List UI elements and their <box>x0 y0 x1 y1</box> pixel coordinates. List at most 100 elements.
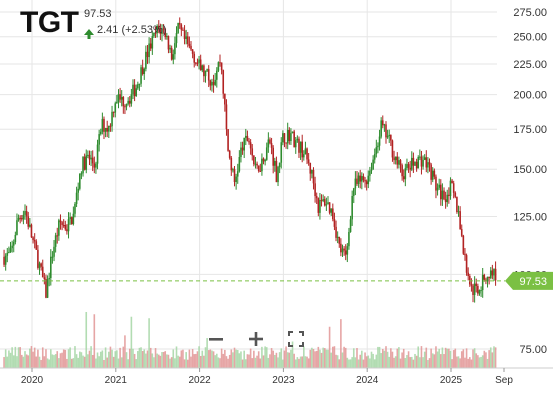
volume-bar <box>323 348 326 368</box>
volume-bar <box>259 358 262 368</box>
volume-bar <box>98 356 100 368</box>
volume-bar <box>311 347 313 368</box>
volume-bar <box>483 350 486 368</box>
volume-bar <box>261 346 263 368</box>
zoom-in-button[interactable] <box>243 326 269 352</box>
y-tick-label: 175.00 <box>513 124 547 136</box>
volume-bar <box>317 346 320 368</box>
volume-bar <box>244 359 247 368</box>
candle-body <box>193 53 196 63</box>
volume-bar <box>407 351 410 368</box>
candle-body <box>253 155 255 165</box>
volume-bar <box>53 355 55 368</box>
x-tick-label: 2022 <box>188 375 211 386</box>
zoom-out-button[interactable] <box>203 326 229 352</box>
candle-body <box>209 80 212 86</box>
x-axis: 2020 2021 2022 2023 2024 2025 Sep <box>0 367 553 386</box>
candle-body <box>178 22 181 25</box>
volume-bar <box>116 350 118 368</box>
candle-body <box>286 129 289 144</box>
fullscreen-button[interactable] <box>283 326 309 352</box>
candle-body <box>472 285 474 296</box>
candle-body <box>77 188 79 193</box>
volume-bar <box>128 348 131 368</box>
volume-bar <box>393 357 395 368</box>
volume-bar <box>132 348 134 368</box>
volume-bar <box>436 351 439 368</box>
candle-body <box>80 173 83 175</box>
candle-body <box>296 138 299 141</box>
candle-body <box>128 100 131 104</box>
candle-body <box>241 147 244 151</box>
volume-bar <box>254 357 257 368</box>
volume-bar <box>103 359 105 368</box>
volume-bar <box>138 347 141 368</box>
y-tick-label: 225.00 <box>513 59 547 71</box>
candle-body <box>62 224 65 226</box>
volume-bar <box>19 347 21 368</box>
volume-bar <box>91 354 94 368</box>
volume-bar <box>356 348 358 368</box>
candle-body <box>361 176 363 182</box>
candle-body <box>274 160 276 166</box>
candle-body <box>267 139 270 148</box>
volume-bar <box>280 348 283 368</box>
candle-body <box>309 163 312 174</box>
candle-body <box>235 176 237 183</box>
candle-body <box>12 242 15 246</box>
volume-bar <box>351 357 353 368</box>
candle-body <box>328 202 331 213</box>
candle-body <box>278 162 281 168</box>
candle-body <box>22 214 25 220</box>
candle-body <box>90 157 92 160</box>
candle-body <box>198 59 200 63</box>
candle-body <box>117 94 120 102</box>
candle-body <box>30 224 33 238</box>
volume-bar <box>41 347 44 368</box>
candle-body <box>256 163 258 166</box>
volume-bar <box>344 347 347 368</box>
candle-body <box>493 268 495 276</box>
volume-bar <box>225 356 228 368</box>
candle-body <box>372 159 374 170</box>
last-price-line: 97.53 <box>0 271 553 290</box>
candle-body <box>323 199 326 206</box>
volume-bar <box>332 346 334 368</box>
candle-body <box>145 51 147 69</box>
volume-bar <box>448 348 450 368</box>
candle-body <box>156 25 158 34</box>
candle-body <box>137 84 139 89</box>
candle-body <box>238 157 241 172</box>
volume-bar <box>398 347 400 368</box>
volume-bar <box>470 359 473 368</box>
last-price-tag <box>505 271 553 290</box>
volume-bar <box>80 352 83 368</box>
candle-body <box>146 51 149 58</box>
candle-body <box>332 208 334 220</box>
volume-bar <box>359 354 362 368</box>
candle-body <box>269 139 271 144</box>
candle-body <box>261 158 263 172</box>
volume-bar <box>336 355 339 368</box>
volume-bar <box>341 352 344 368</box>
volume-bar <box>67 349 70 368</box>
candle-body <box>203 65 205 77</box>
volume-bar <box>72 358 75 368</box>
candle-body <box>138 83 141 85</box>
candle-body <box>338 236 341 244</box>
candle-body <box>294 140 297 148</box>
volume-bar <box>456 356 458 368</box>
candle-body <box>401 165 403 177</box>
candle-body <box>159 29 162 34</box>
candle-body <box>303 154 305 158</box>
volume-bar <box>253 350 255 368</box>
candle-body <box>120 97 123 100</box>
candle-body <box>108 125 110 132</box>
volume-bar <box>130 316 133 368</box>
volume-bar <box>243 350 245 368</box>
volume-bar <box>275 352 278 368</box>
candle-body <box>433 170 436 177</box>
candle-body <box>48 278 50 280</box>
candle-body <box>348 231 350 247</box>
candle-body <box>148 43 150 58</box>
